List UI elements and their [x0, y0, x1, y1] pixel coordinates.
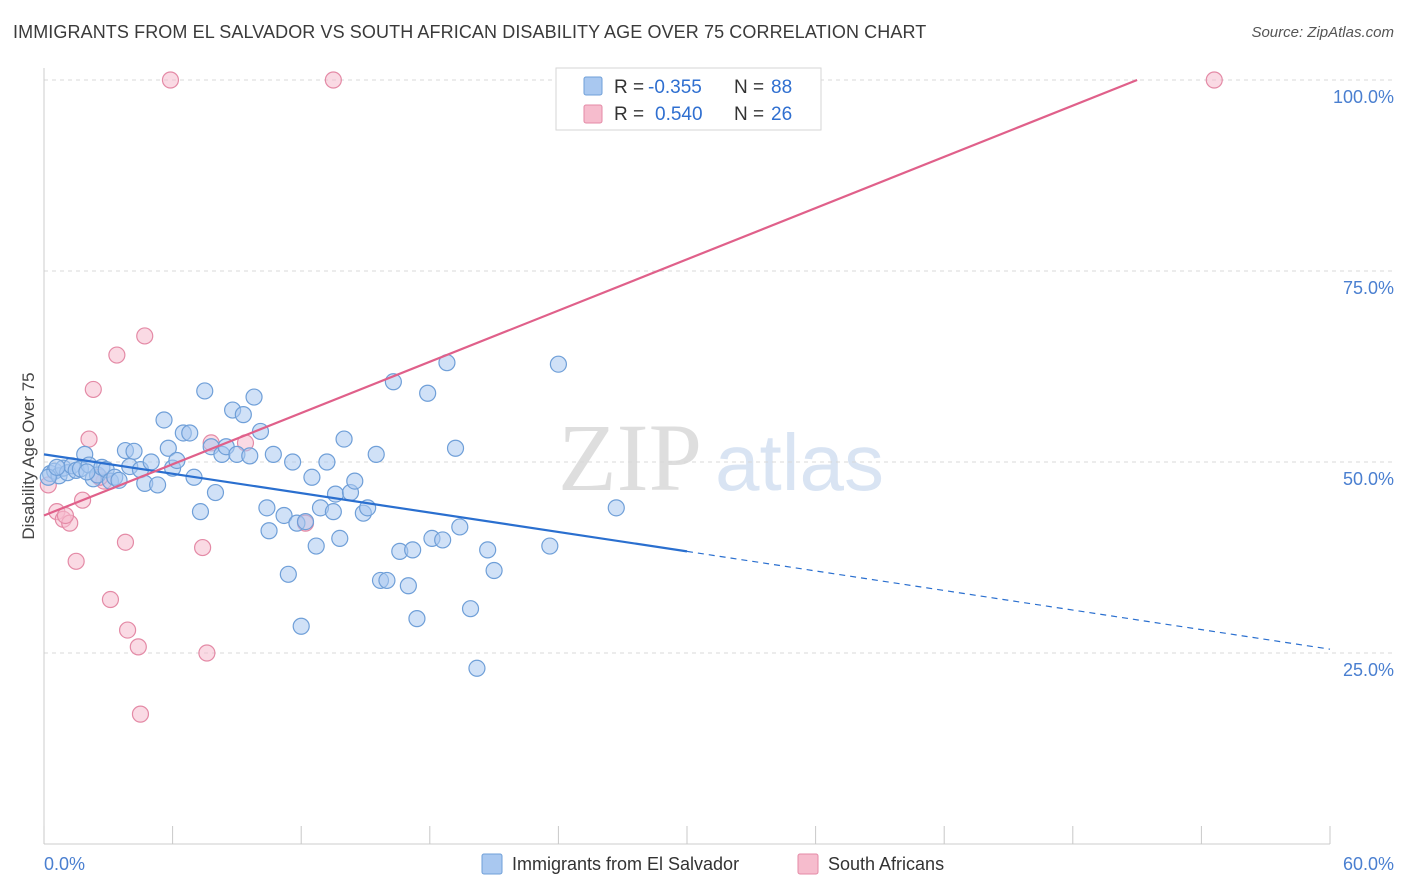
y-tick-label-50: 50.0% — [1343, 469, 1394, 489]
legend-r-value-0: -0.355 — [648, 77, 702, 98]
legend-n-value-0: 88 — [771, 77, 792, 98]
el-salvador-point-29 — [181, 424, 199, 442]
el-salvador-point-46 — [275, 506, 293, 525]
el-salvador-point-77 — [451, 518, 469, 536]
el-salvador-point-80 — [479, 541, 497, 559]
bottom-legend-label-pink: South Africans — [828, 854, 944, 874]
south-africans-point-16 — [161, 71, 180, 89]
el-salvador-point-56 — [324, 503, 342, 521]
grid-lines — [44, 79, 1394, 654]
legend-swatch-pink — [583, 104, 603, 124]
legend-n-label-0: N = — [734, 77, 764, 98]
chart-title: IMMIGRANTS FROM EL SALVADOR VS SOUTH AFR… — [13, 22, 927, 42]
el-salvador-point-55 — [318, 453, 336, 471]
el-salvador-point-43 — [258, 499, 276, 517]
watermark-zip: ZIP — [558, 404, 702, 511]
el-salvador-point-34 — [206, 483, 225, 502]
el-salvador-point-64 — [367, 445, 385, 463]
south-africans-point-11 — [116, 533, 135, 551]
legend-r-label-0: R = — [614, 77, 644, 98]
legend-n-value-1: 26 — [771, 104, 792, 125]
el-salvador-point-48 — [284, 453, 302, 471]
y-tick-label-75: 75.0% — [1343, 278, 1394, 298]
south-africans-point-4 — [67, 552, 85, 570]
el-salvador-point-61 — [346, 472, 364, 490]
legend-swatch-blue — [583, 76, 603, 96]
chart-source: Source: ZipAtlas.com — [1251, 24, 1394, 41]
trend-line-south-africans — [43, 78, 1138, 517]
legend-box: R = -0.355 N = 88 R = 0.540 N = 26 — [555, 67, 822, 131]
el-salvador-point-52 — [303, 468, 321, 486]
trend-lines — [43, 78, 1331, 650]
el-salvador-point-32 — [196, 382, 214, 400]
el-salvador-point-74 — [434, 531, 452, 549]
bottom-legend-label-blue: Immigrants from El Salvador — [512, 854, 739, 874]
south-africans-point-22 — [324, 71, 342, 89]
el-salvador-point-39 — [234, 406, 252, 424]
legend-n-label-1: N = — [734, 104, 764, 125]
el-salvador-point-71 — [408, 610, 426, 628]
trend-line-el-salvador-extension — [686, 550, 1331, 650]
el-salvador-point-19 — [125, 442, 143, 460]
series-south-africans-points — [39, 71, 1223, 723]
y-tick-label-100: 100.0% — [1333, 87, 1394, 107]
el-salvador-point-31 — [191, 503, 210, 521]
south-africans-point-7 — [84, 380, 102, 399]
el-salvador-point-87 — [78, 463, 96, 481]
el-salvador-point-23 — [148, 476, 167, 494]
el-salvador-point-58 — [331, 529, 349, 548]
el-salvador-point-53 — [307, 537, 325, 555]
x-tick-label-min: 0.0% — [44, 854, 85, 874]
el-salvador-point-24 — [155, 411, 173, 429]
el-salvador-point-25 — [159, 439, 177, 457]
el-salvador-point-45 — [264, 445, 282, 463]
el-salvador-point-50 — [292, 617, 310, 635]
legend-r-label-1: R = — [614, 104, 644, 125]
el-salvador-point-44 — [260, 522, 278, 540]
el-salvador-point-83 — [549, 355, 568, 373]
el-salvador-point-70 — [404, 541, 422, 559]
x-tick-label-max: 60.0% — [1343, 854, 1394, 874]
bottom-legend-swatch-blue — [481, 853, 503, 875]
south-africans-point-13 — [129, 638, 147, 656]
el-salvador-point-47 — [279, 565, 297, 583]
watermark: ZIP atlas — [558, 404, 884, 511]
el-salvador-point-81 — [485, 561, 503, 580]
y-tick-label-25: 25.0% — [1343, 660, 1394, 680]
south-africans-point-18 — [198, 644, 216, 662]
el-salvador-point-69 — [399, 577, 417, 595]
south-africans-point-17 — [194, 538, 212, 557]
south-africans-point-9 — [101, 590, 120, 609]
y-axis-title: Disability Age Over 75 — [19, 372, 38, 539]
el-salvador-point-82 — [541, 537, 559, 555]
x-axis-ticks — [43, 826, 1331, 844]
el-salvador-point-76 — [446, 439, 465, 457]
south-africans-point-14 — [131, 705, 150, 723]
bottom-legend: Immigrants from El Salvador South Africa… — [481, 853, 944, 875]
south-africans-point-23 — [1205, 71, 1223, 89]
el-salvador-point-22 — [142, 453, 160, 471]
trend-line-el-salvador — [43, 453, 688, 553]
el-salvador-point-51 — [296, 512, 315, 531]
south-africans-point-12 — [118, 621, 137, 639]
legend-r-value-1: 0.540 — [655, 104, 703, 125]
el-salvador-point-78 — [461, 600, 480, 618]
el-salvador-point-59 — [335, 430, 353, 448]
bottom-legend-swatch-pink — [797, 853, 819, 875]
south-africans-point-10 — [108, 346, 126, 364]
el-salvador-point-66 — [378, 571, 396, 590]
el-salvador-point-72 — [419, 384, 437, 402]
south-africans-point-15 — [136, 327, 154, 345]
y-tick-labels: 25.0% 50.0% 75.0% 100.0% — [1333, 87, 1394, 680]
el-salvador-point-86 — [48, 458, 66, 476]
el-salvador-point-79 — [468, 659, 486, 677]
el-salvador-point-40 — [241, 447, 259, 465]
el-salvador-point-84 — [607, 499, 625, 517]
el-salvador-point-41 — [245, 388, 263, 406]
south-africans-point-6 — [80, 430, 98, 448]
